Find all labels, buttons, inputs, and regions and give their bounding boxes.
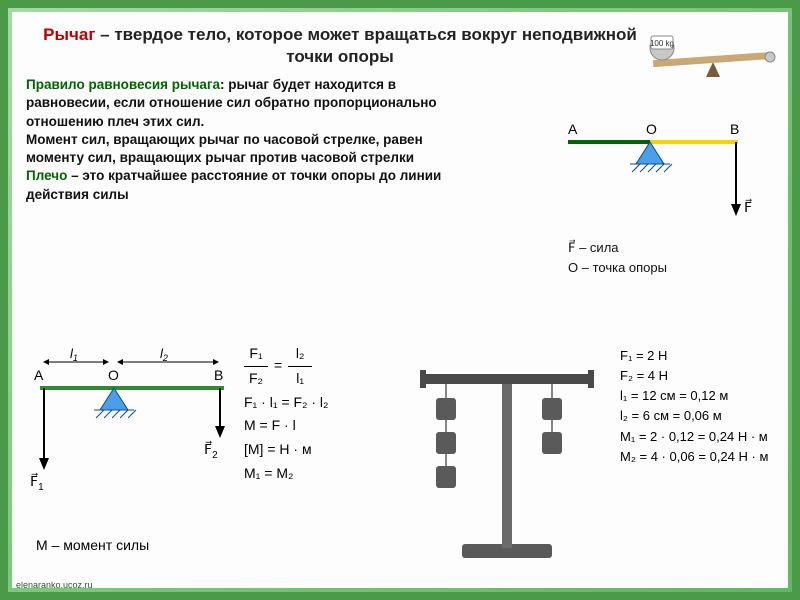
balance-stand bbox=[502, 380, 512, 548]
eq4: M₁ = M₂ bbox=[244, 462, 394, 486]
balance-diagram bbox=[402, 340, 612, 570]
seesaw-diagram: 100 kg bbox=[648, 22, 778, 82]
hatch bbox=[630, 164, 672, 172]
ratio-l1: l₁ bbox=[288, 367, 312, 391]
label-O: O bbox=[646, 121, 657, 137]
val-F2: F₂ = 4 H bbox=[620, 366, 770, 386]
fulcrum bbox=[636, 142, 664, 164]
label-A2: A bbox=[34, 367, 44, 383]
ratio-formula: F₁ F₂ = l₂ l₁ bbox=[244, 342, 394, 391]
title-accent: Рычаг bbox=[43, 25, 95, 44]
force-label: F⃗ bbox=[744, 198, 752, 215]
F1-label: F⃗1 bbox=[30, 472, 44, 493]
val-F1: F₁ = 2 H bbox=[620, 346, 770, 366]
F1-arrow bbox=[39, 458, 49, 470]
lever-left-panel: A O B l1 l2 bbox=[26, 340, 236, 570]
right-hanger bbox=[542, 384, 562, 454]
title-rest: – твердое тело, которое может вращаться … bbox=[95, 25, 636, 66]
label-B: B bbox=[730, 121, 739, 137]
left-hanger bbox=[436, 384, 456, 488]
M-caption: M – момент силы bbox=[36, 537, 149, 553]
balance-panel bbox=[402, 340, 612, 570]
val-l1: l₁ = 12 см = 0,12 м bbox=[620, 386, 770, 406]
caption-F: F⃗ – сила bbox=[568, 240, 619, 255]
plecho-body: – это кратчайшее расстояние от точки опо… bbox=[26, 168, 441, 201]
lever-left-diagram: A O B l1 l2 bbox=[26, 340, 236, 570]
fulcrum2 bbox=[100, 388, 128, 410]
l1-label: l1 bbox=[70, 346, 78, 363]
rule-heading: Правило равновесия рычага bbox=[26, 77, 220, 92]
seesaw-weight-label: 100 kg bbox=[650, 39, 674, 48]
footer-url: elenaranko.ucoz.ru bbox=[16, 580, 93, 590]
beam-cap-right bbox=[588, 370, 594, 388]
F2-arrow bbox=[215, 426, 225, 438]
label-B2: B bbox=[214, 367, 223, 383]
beam-cap-left bbox=[420, 370, 426, 388]
values-panel: F₁ = 2 H F₂ = 4 H l₁ = 12 см = 0,12 м l₂… bbox=[620, 340, 770, 570]
force-arrowhead bbox=[731, 204, 741, 216]
caption-O: O – точка опоры bbox=[568, 260, 667, 275]
seesaw-fulcrum bbox=[706, 62, 720, 77]
l2-label: l2 bbox=[160, 346, 168, 363]
ratio-eq: = bbox=[274, 354, 282, 378]
body-text: Правило равновесия рычага: рычаг будет н… bbox=[26, 76, 456, 204]
formulas-panel: F₁ F₂ = l₂ l₁ F₁ · l₁ = F₂ · l₂ M = F · … bbox=[244, 340, 394, 570]
balance-beam bbox=[422, 374, 592, 384]
label-A: A bbox=[568, 121, 578, 137]
F2-label: F⃗2 bbox=[204, 440, 218, 461]
eq2: M = F · l bbox=[244, 414, 394, 438]
val-M2: M₂ = 4 · 0,06 = 0,24 H · м bbox=[620, 447, 770, 467]
ratio-l2: l₂ bbox=[288, 342, 312, 366]
val-M1: M₁ = 2 · 0,12 = 0,24 H · м bbox=[620, 427, 770, 447]
eq3: [M] = H · м bbox=[244, 438, 394, 462]
seesaw-ball-right bbox=[765, 52, 775, 62]
ratio-F1: F₁ bbox=[244, 342, 268, 366]
lever-right-diagram: A O B F⃗ F⃗ – сила O – точка опоры bbox=[548, 112, 758, 282]
moment-body: Момент сил, вращающих рычаг по часовой с… bbox=[26, 132, 423, 165]
bottom-row: A O B l1 l2 bbox=[26, 340, 774, 570]
hatch2 bbox=[94, 410, 136, 418]
val-l2: l₂ = 6 см = 0,06 м bbox=[620, 406, 770, 426]
plecho-head: Плечо bbox=[26, 168, 67, 183]
label-O2: O bbox=[108, 367, 119, 383]
ratio-F2: F₂ bbox=[244, 367, 268, 391]
eq1: F₁ · l₁ = F₂ · l₂ bbox=[244, 391, 394, 415]
